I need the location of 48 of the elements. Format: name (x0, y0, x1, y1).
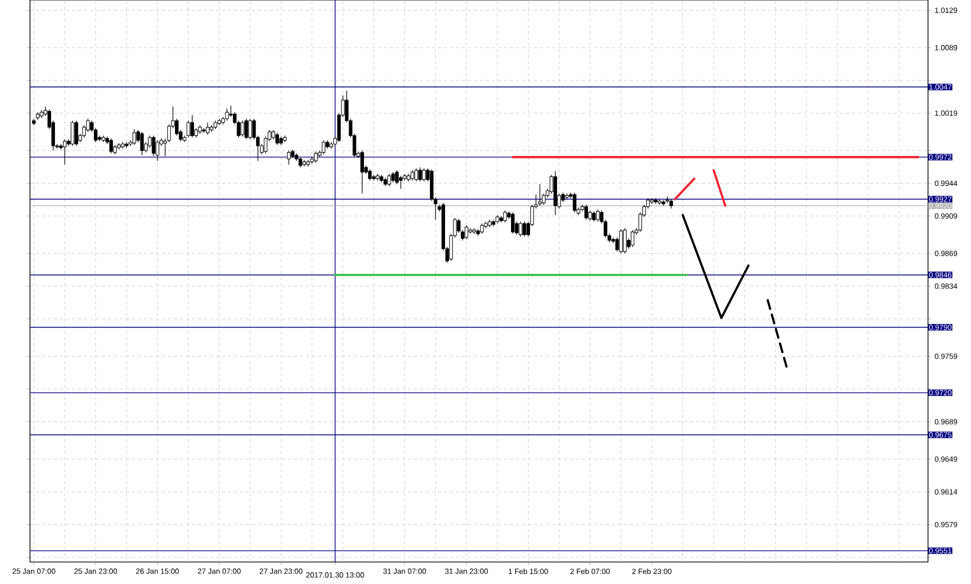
candlestick (272, 130, 276, 140)
candlestick (132, 128, 136, 146)
candlestick (511, 212, 515, 234)
candlestick (630, 230, 634, 248)
candlestick (669, 198, 673, 209)
candlestick (418, 167, 422, 182)
candlestick (287, 150, 291, 165)
candlestick (422, 168, 426, 182)
candlestick (623, 228, 627, 254)
candlestick (244, 118, 248, 140)
candlestick (596, 209, 600, 222)
candlestick (592, 210, 596, 222)
candlestick (395, 170, 399, 185)
candlestick (584, 204, 588, 220)
candlestick (63, 138, 67, 165)
candlestick (186, 120, 190, 138)
candlestick (314, 151, 318, 164)
candlestick (140, 132, 144, 156)
candlestick (225, 108, 229, 121)
candlestick (190, 114, 194, 138)
candlestick (206, 122, 210, 136)
candlestick (518, 221, 522, 237)
candlestick (480, 223, 484, 234)
candlestick (399, 175, 403, 190)
candlestick (360, 150, 364, 194)
candlestick (298, 156, 302, 168)
candlestick (503, 210, 507, 223)
candlestick (322, 140, 326, 155)
candlestick (391, 172, 395, 183)
candlestick (387, 174, 391, 186)
candlestick (74, 120, 78, 146)
candlestick (109, 138, 113, 154)
candlestick (522, 221, 526, 237)
candlestick (70, 120, 74, 146)
candlestick (619, 228, 623, 254)
candlestick (572, 192, 576, 213)
candlestick (588, 210, 592, 222)
candlestick (240, 120, 244, 137)
candlestick (275, 132, 279, 146)
candlestick (414, 168, 418, 182)
candlestick (410, 170, 414, 181)
candlestick (464, 225, 468, 240)
candlestick (368, 168, 372, 181)
candlestick (248, 118, 252, 140)
candlestick (156, 140, 160, 162)
candlestick (538, 184, 542, 206)
candlestick (542, 193, 546, 206)
candlestick (152, 135, 156, 157)
